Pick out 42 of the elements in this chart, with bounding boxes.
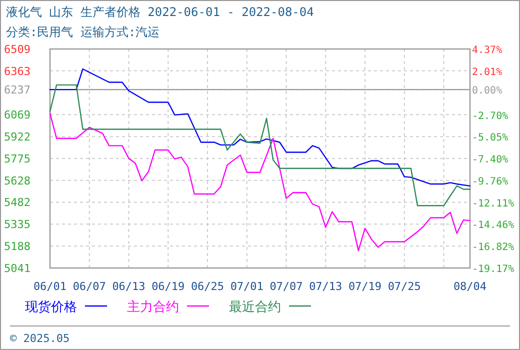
y2-tick-label: -16.82% bbox=[472, 242, 514, 254]
x-tick-label: 07/13 bbox=[309, 280, 342, 293]
text: © 2025.05 bbox=[10, 332, 70, 345]
y-tick-label: 5482 bbox=[4, 196, 30, 210]
x-tick-label: 07/25 bbox=[388, 280, 421, 293]
y2-tick-label: -9.76% bbox=[472, 176, 508, 188]
x-tick-label: 06/07 bbox=[72, 280, 106, 293]
y2-tick-label: -14.46% bbox=[472, 220, 514, 232]
y-tick-label: 6363 bbox=[4, 64, 30, 78]
legend-label: 主力合约 bbox=[127, 299, 179, 315]
x-tick-label: 06/19 bbox=[152, 280, 185, 293]
x-tick-label: 06/13 bbox=[112, 280, 146, 293]
chart-title: 液化气 山东 生产者价格 2022-06-01 - 2022-08-04 bbox=[6, 5, 314, 19]
x-tick-label: 07/07 bbox=[270, 280, 303, 293]
y-tick-label: 5922 bbox=[4, 130, 30, 144]
line-series bbox=[49, 68, 471, 187]
x-tick-label: 06/25 bbox=[190, 280, 224, 293]
chart-subtitle: 分类:民用气 运输方式:汽运 bbox=[6, 25, 160, 39]
y-tick-label: 6237 bbox=[4, 84, 30, 97]
legend-label: 现货价格 bbox=[25, 300, 77, 315]
y2-tick-label: 0.00% bbox=[472, 86, 502, 97]
legend-label: 最近合约 bbox=[229, 300, 281, 315]
line-series bbox=[49, 84, 471, 206]
y-tick-label: 5041 bbox=[4, 262, 30, 275]
y2-tick-label: -12.11% bbox=[472, 198, 514, 210]
y2-tick-label: 2.01% bbox=[472, 66, 502, 78]
x-tick-label: 06/01 bbox=[33, 280, 67, 293]
y2-tick-label: -2.70% bbox=[472, 110, 508, 122]
y2-tick-label: -5.05% bbox=[472, 132, 508, 144]
y2-tick-label: -7.40% bbox=[472, 154, 508, 166]
x-tick-label: 08/04 bbox=[453, 280, 487, 293]
y-tick-label: 5775 bbox=[4, 152, 30, 166]
y-tick-label: 6069 bbox=[4, 108, 30, 122]
line-series bbox=[49, 112, 471, 252]
y-tick-label: 5188 bbox=[4, 240, 30, 254]
x-tick-label: 07/01 bbox=[230, 280, 264, 293]
x-tick-label: 07/19 bbox=[348, 280, 382, 293]
y2-tick-label: 4.37% bbox=[472, 45, 502, 56]
y-tick-label: 5628 bbox=[4, 174, 30, 188]
y-tick-label: 6509 bbox=[4, 43, 30, 56]
y2-tick-label: -19.17% bbox=[472, 264, 514, 275]
y-tick-label: 5335 bbox=[4, 218, 30, 232]
